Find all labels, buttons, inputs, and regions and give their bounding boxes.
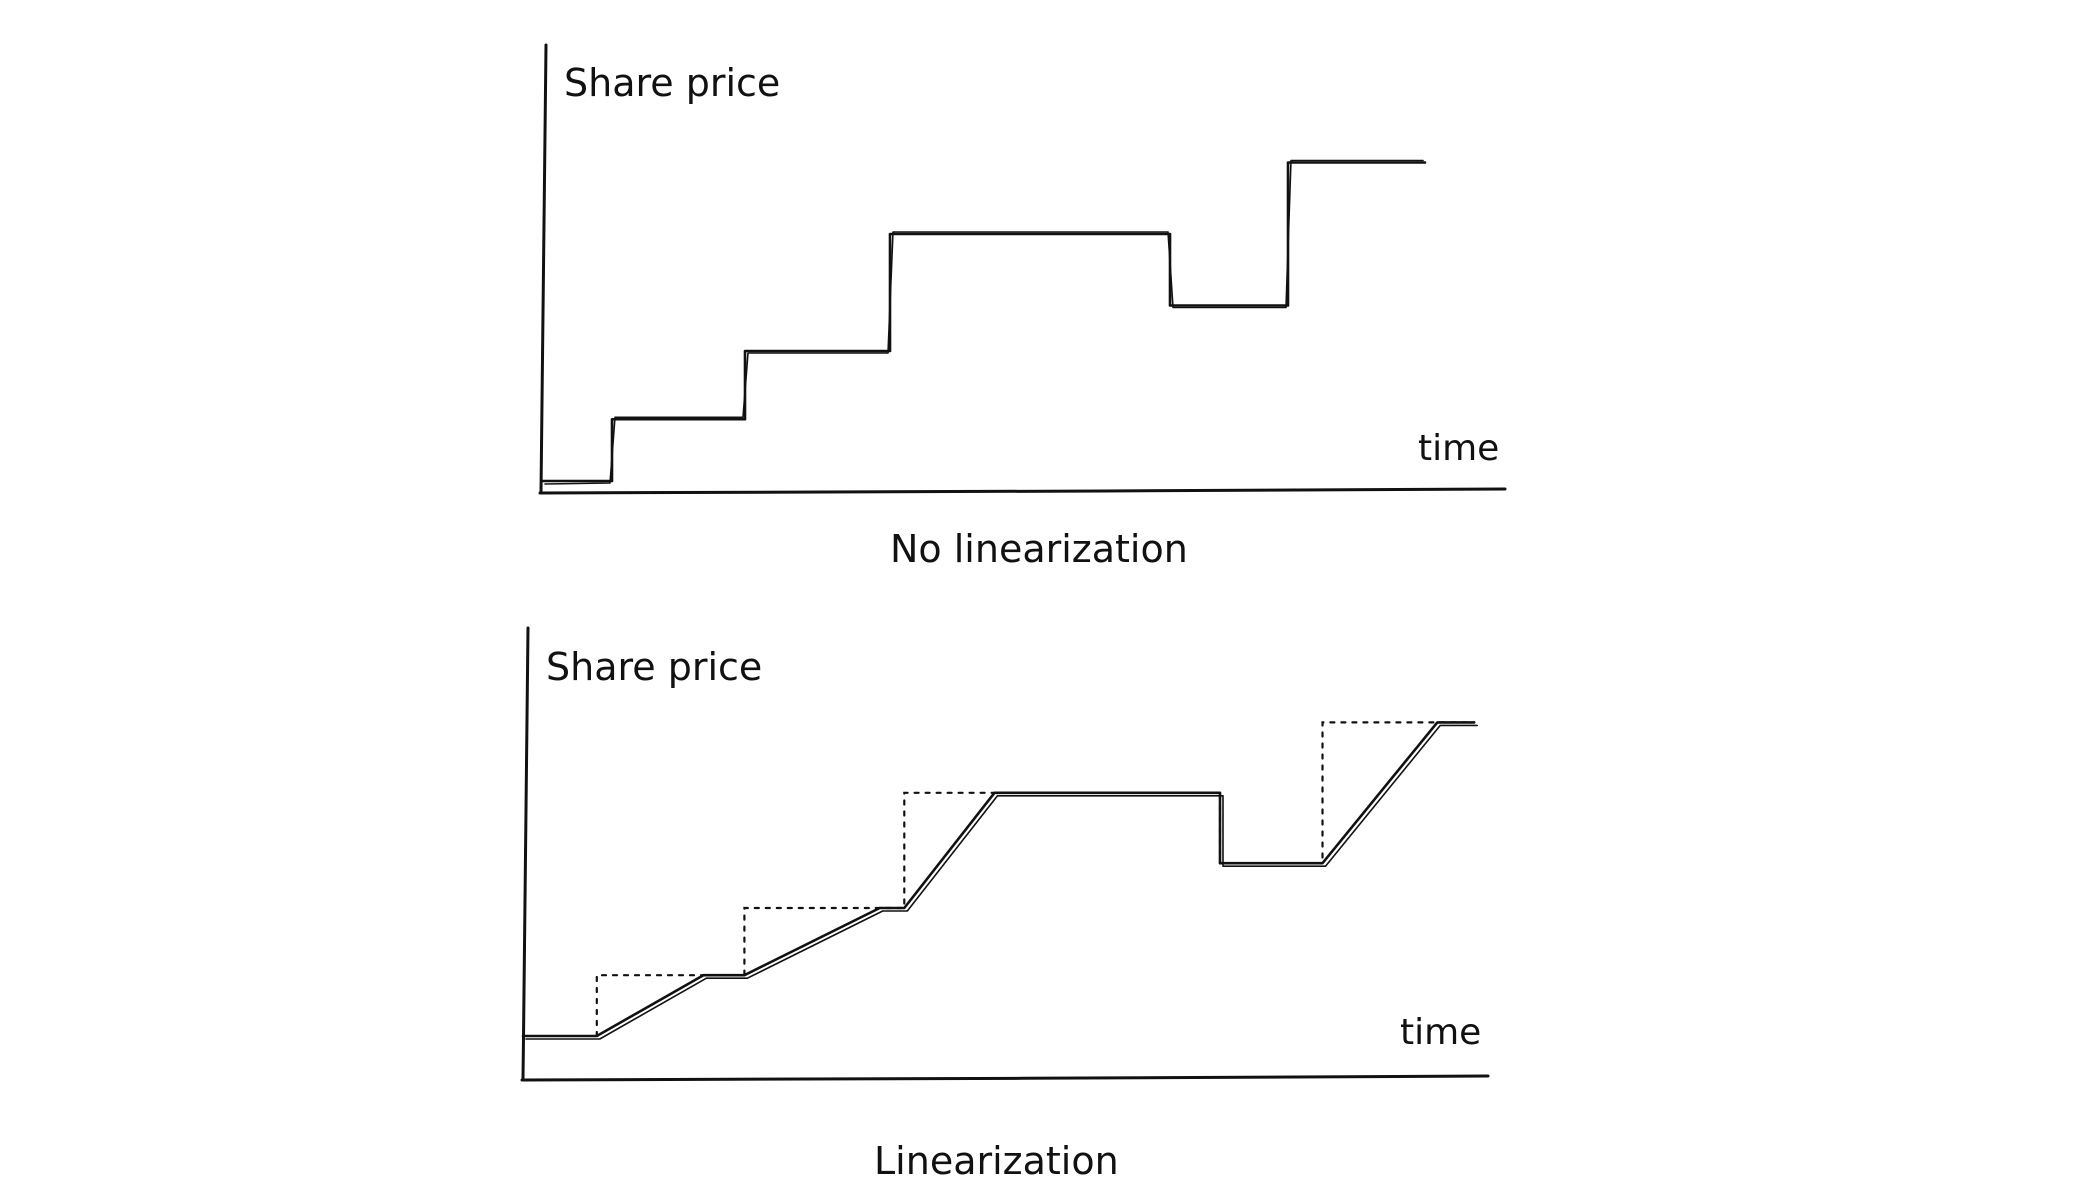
bottom-linearized-curve-sketch [525, 724, 1478, 1040]
bottom-dotted-step-curve [595, 721, 1476, 1038]
bottom-caption: Linearization [874, 1139, 1119, 1183]
bottom-linearized-curve [521, 721, 1476, 1038]
top-x-axis-label: time [1418, 428, 1499, 469]
bottom-y-axis-label: Share price [546, 645, 762, 689]
bottom-x-axis [520, 1074, 1490, 1082]
top-caption: No linearization [890, 527, 1188, 571]
top-step-curve-sketch [544, 159, 1424, 485]
top-y-axis [539, 43, 548, 494]
diagram-no-linearization: Share price time No linearization [538, 43, 1507, 571]
top-step-curve [541, 161, 1427, 483]
bottom-y-axis [521, 626, 530, 1080]
diagram-linearization: Share price time Linearization [520, 626, 1490, 1183]
top-x-axis [538, 487, 1507, 495]
top-y-axis-label: Share price [564, 61, 780, 105]
bottom-x-axis-label: time [1400, 1012, 1481, 1053]
